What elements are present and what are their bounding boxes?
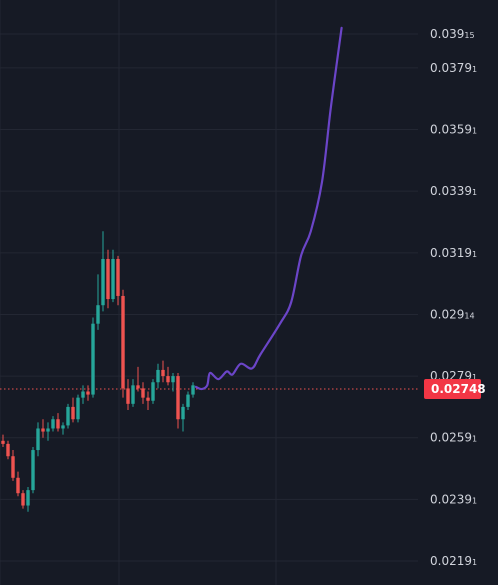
candle-body [186,394,190,407]
candle [31,446,35,494]
candle-body [26,490,30,506]
candle [131,379,135,407]
candle-body [91,323,95,395]
candle [41,419,45,438]
candle-body [176,376,180,420]
candle-body [151,382,155,401]
candle-body [111,258,115,300]
candle-body [171,376,175,383]
y-tick-label: 0.03591 [430,123,477,137]
candle [6,440,10,460]
grid [0,0,418,585]
candle [76,394,80,423]
current-price-tag-bg [424,379,481,400]
candle-body [16,477,20,494]
candle-body [71,406,75,420]
projection-line [194,26,343,391]
candle [101,231,105,312]
candle-body [131,385,135,404]
y-tick-label: 0.02391 [430,492,477,506]
candle-body [21,493,25,506]
y-tick-label: 0.02914 [430,307,475,321]
y-tick-label: 0.03915 [430,27,475,41]
y-tick-label: 0.02591 [430,431,477,445]
candle [11,450,15,481]
candle [26,487,30,512]
candle [181,403,185,432]
y-tick-label: 0.03391 [430,184,477,198]
candle [156,363,160,389]
candle [166,366,170,386]
candle-body [56,419,60,429]
candle [111,249,115,303]
candle-body [191,385,195,395]
candle [81,385,85,404]
candle-body [181,406,185,420]
candle [141,382,145,404]
candle [21,490,25,509]
candle-body [121,295,125,389]
y-tick-label: 0.03791 [430,61,477,75]
candle-body [1,440,5,444]
candle [56,413,60,432]
current-price-tag: 0.02748 [424,379,486,400]
candle [96,274,100,330]
candle-body [46,428,50,432]
candle [36,422,40,457]
candle [106,249,110,309]
candle-body [61,425,65,429]
candle-body [31,450,35,491]
candle-body [11,456,15,478]
candle-body [116,258,120,296]
y-tick-label: 0.02191 [430,554,477,568]
candle-body [66,406,70,426]
candle [171,373,175,392]
candle-body [101,258,105,306]
candle [86,385,90,401]
candle-body [106,258,110,300]
candle-body [6,443,10,457]
candle [146,391,150,410]
price-axis[interactable]: 0.03915 0.03791 0.03591 0.03391 0.03191 0.029… [430,27,477,568]
candle [161,360,165,383]
candle [61,422,65,435]
candle-body [41,428,45,432]
candle [71,397,75,423]
candle-body [96,305,100,324]
candle-body [51,419,55,429]
candle [176,373,180,429]
candle-body [161,369,165,377]
candle-body [136,385,140,389]
candle-body [141,388,145,398]
candle-body [166,376,170,383]
candle [151,379,155,404]
candle [126,379,130,410]
candle-body [146,397,150,401]
y-tick-label: 0.03191 [430,246,477,260]
candle-body [36,428,40,451]
candle-body [76,397,80,420]
candle [136,366,140,392]
candle [66,403,70,429]
candle [91,317,95,398]
candle-body [156,369,160,383]
projection-layer [194,26,343,391]
candle [121,289,125,398]
candles [1,231,195,512]
candle [1,434,5,447]
candle [186,391,190,410]
current-price-tag-label: 0.02748 [431,382,486,396]
candle [51,416,55,432]
candle [16,471,20,497]
candle [191,382,195,398]
candle [46,422,50,441]
candle-body [81,391,85,398]
candle-body [86,391,90,395]
candle [116,255,120,306]
candle-body [126,388,130,404]
